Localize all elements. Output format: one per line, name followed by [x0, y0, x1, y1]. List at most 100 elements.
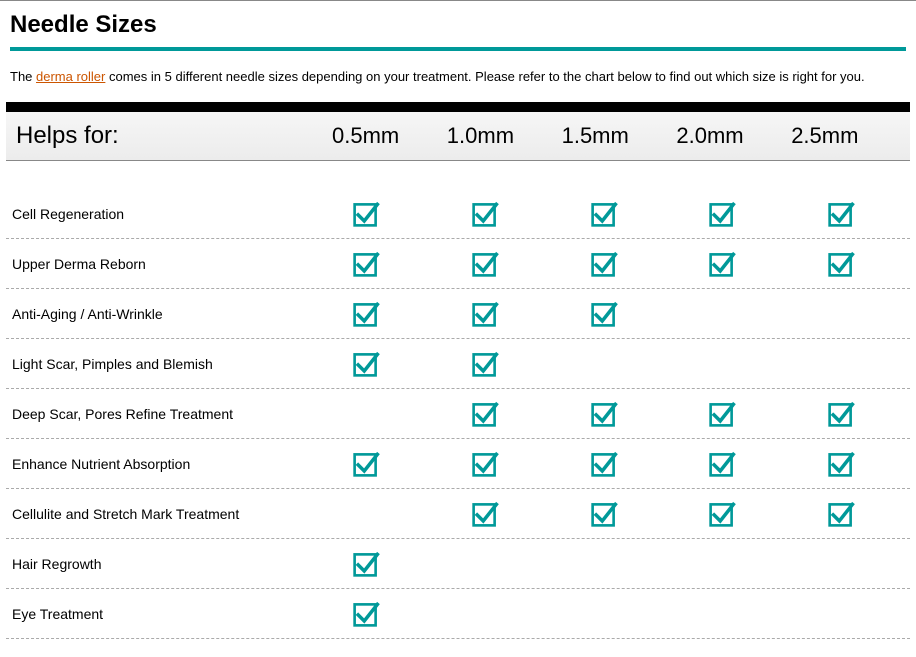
table-cell	[791, 400, 910, 428]
checkmark-icon	[590, 500, 618, 528]
table-cell	[672, 350, 791, 378]
row-label: Cell Regeneration	[6, 206, 316, 222]
table-cell	[435, 400, 554, 428]
checkmark-icon	[590, 200, 618, 228]
row-label: Light Scar, Pimples and Blemish	[6, 356, 316, 372]
table-cell	[554, 250, 673, 278]
table-header: Helps for: 0.5mm 1.0mm 1.5mm 2.0mm 2.5mm	[6, 112, 910, 161]
row-columns	[316, 550, 910, 578]
checkmark-icon	[471, 200, 499, 228]
checkmark-icon	[352, 450, 380, 478]
checkmark-icon	[827, 400, 855, 428]
table-cell	[435, 500, 554, 528]
row-label: Eye Treatment	[6, 606, 316, 622]
table-cell	[435, 600, 554, 628]
checkmark-icon	[471, 400, 499, 428]
table-cell	[672, 300, 791, 328]
row-label: Anti-Aging / Anti-Wrinkle	[6, 306, 316, 322]
table-cell	[672, 200, 791, 228]
table-row: Upper Derma Reborn	[6, 239, 910, 289]
row-label: Upper Derma Reborn	[6, 256, 316, 272]
checkmark-icon	[708, 250, 736, 278]
checkmark-icon	[352, 200, 380, 228]
row-columns	[316, 250, 910, 278]
table-cell	[554, 550, 673, 578]
table-cell	[316, 400, 435, 428]
checkmark-icon	[590, 400, 618, 428]
column-header: 2.0mm	[670, 123, 785, 149]
row-label: Enhance Nutrient Absorption	[6, 456, 316, 472]
table-cell	[672, 400, 791, 428]
table-cell	[435, 300, 554, 328]
table-cell	[791, 500, 910, 528]
checkmark-icon	[471, 450, 499, 478]
checkmark-icon	[827, 250, 855, 278]
table-cell	[554, 450, 673, 478]
table-cell	[316, 350, 435, 378]
column-header: 0.5mm	[326, 123, 441, 149]
table-cell	[316, 600, 435, 628]
derma-roller-link[interactable]: derma roller	[36, 69, 105, 84]
table-body: Cell Regeneration Upper Derma Reborn Ant…	[6, 189, 910, 639]
intro-text: The derma roller comes in 5 different ne…	[0, 69, 916, 102]
table-cell	[554, 350, 673, 378]
table-row: Light Scar, Pimples and Blemish	[6, 339, 910, 389]
table-row: Hair Regrowth	[6, 539, 910, 589]
checkmark-icon	[827, 500, 855, 528]
table-cell	[435, 450, 554, 478]
row-columns	[316, 350, 910, 378]
checkmark-icon	[352, 550, 380, 578]
checkmark-icon	[352, 350, 380, 378]
intro-suffix: comes in 5 different needle sizes depend…	[105, 69, 864, 84]
row-label: Cellulite and Stretch Mark Treatment	[6, 506, 316, 522]
table-row: Enhance Nutrient Absorption	[6, 439, 910, 489]
row-label: Hair Regrowth	[6, 556, 316, 572]
checkmark-icon	[827, 200, 855, 228]
table-cell	[791, 250, 910, 278]
row-columns	[316, 300, 910, 328]
column-header: 1.5mm	[556, 123, 671, 149]
header-label: Helps for:	[16, 122, 326, 150]
table-row: Cell Regeneration	[6, 189, 910, 239]
table-cell	[672, 250, 791, 278]
table-cell	[316, 550, 435, 578]
checkmark-icon	[471, 300, 499, 328]
checkmark-icon	[827, 450, 855, 478]
table-cell	[435, 550, 554, 578]
table-cell	[672, 600, 791, 628]
table-row: Cellulite and Stretch Mark Treatment	[6, 489, 910, 539]
intro-prefix: The	[10, 69, 36, 84]
table-cell	[791, 350, 910, 378]
table-cell	[672, 500, 791, 528]
table-cell	[316, 450, 435, 478]
table-cell	[316, 300, 435, 328]
table-cell	[672, 450, 791, 478]
checkmark-icon	[708, 450, 736, 478]
table-cell	[791, 450, 910, 478]
page-title: Needle Sizes	[0, 5, 916, 47]
checkmark-icon	[471, 500, 499, 528]
column-header: 2.5mm	[785, 123, 900, 149]
row-columns	[316, 200, 910, 228]
row-columns	[316, 500, 910, 528]
column-header: 1.0mm	[441, 123, 556, 149]
title-underline	[10, 47, 906, 51]
checkmark-icon	[708, 400, 736, 428]
table-row: Anti-Aging / Anti-Wrinkle	[6, 289, 910, 339]
row-columns	[316, 450, 910, 478]
checkmark-icon	[708, 200, 736, 228]
table-cell	[435, 200, 554, 228]
table-cell	[435, 350, 554, 378]
checkmark-icon	[471, 350, 499, 378]
row-columns	[316, 600, 910, 628]
checkmark-icon	[352, 250, 380, 278]
black-divider	[6, 102, 910, 112]
row-label: Deep Scar, Pores Refine Treatment	[6, 406, 316, 422]
checkmark-icon	[471, 250, 499, 278]
table-cell	[554, 600, 673, 628]
checkmark-icon	[352, 300, 380, 328]
checkmark-icon	[708, 500, 736, 528]
checkmark-icon	[590, 450, 618, 478]
header-columns: 0.5mm 1.0mm 1.5mm 2.0mm 2.5mm	[326, 123, 900, 149]
table-cell	[554, 300, 673, 328]
